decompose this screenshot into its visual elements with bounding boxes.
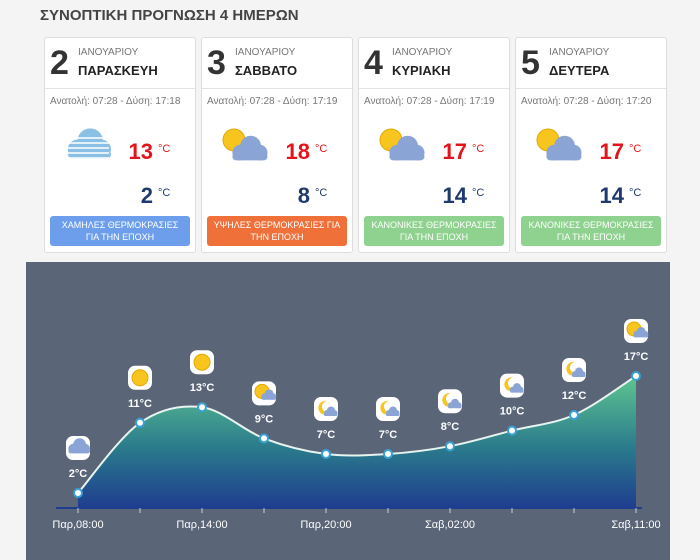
low-temp: 14 — [442, 183, 467, 208]
sun-times: Ανατολή: 07:28 - Δύση: 17:19 — [364, 96, 495, 107]
low-temp: 2 — [140, 183, 153, 208]
point-icon — [66, 436, 90, 460]
x-tick-label: Παρ,20:00 — [300, 519, 351, 531]
value-label: 7°C — [379, 429, 398, 441]
day-number: 4 — [364, 44, 383, 82]
unit: °C — [629, 187, 642, 199]
weekday: ΠΑΡΑΣΚΕΥΗ — [78, 63, 158, 78]
unit: °C — [629, 143, 642, 155]
point-icon — [376, 397, 400, 421]
title: ΣΥΝΟΠΤΙΚΗ ΠΡΟΓΝΩΣΗ 4 ΗΜΕΡΩΝ — [40, 7, 299, 24]
season-note: ΚΑΝΟΝΙΚΕΣ ΘΕΡΜΟΚΡΑΣΙΕΣ ΓΙΑ ΤΗΝ ΕΠΟΧΗ — [521, 216, 661, 246]
value-label: 12°C — [562, 390, 587, 402]
point-icon — [438, 389, 462, 414]
high-temp: 17 — [599, 139, 624, 164]
month: ΙΑΝΟΥΑΡΙΟΥ — [78, 47, 139, 58]
divider — [359, 88, 509, 89]
point — [135, 417, 145, 428]
value-label: 9°C — [255, 413, 274, 425]
point-icon — [500, 373, 524, 398]
month: ΙΑΝΟΥΑΡΙΟΥ — [549, 47, 610, 58]
day-card: 5 ΙΑΝΟΥΑΡΙΟΥ ΔΕΥΤΕΡΑ Ανατολή: 07:28 - Δύση:… — [515, 37, 667, 253]
point — [383, 449, 393, 459]
day-number: 2 — [50, 44, 69, 82]
x-tick-label: Παρ,14:00 — [176, 519, 227, 531]
month: ΙΑΝΟΥΑΡΙΟΥ — [235, 47, 296, 58]
value-label: 13°C — [190, 382, 215, 394]
value-label: 11°C — [128, 398, 152, 410]
point — [445, 441, 455, 452]
weather-icon-svg — [536, 128, 582, 161]
point — [321, 449, 331, 459]
point-icon — [314, 397, 338, 421]
x-tick-label: Σαβ,11:00 — [611, 519, 660, 531]
point-icon — [128, 365, 152, 390]
divider — [202, 88, 352, 89]
unit: °C — [158, 187, 171, 199]
sun-times: Ανατολή: 07:28 - Δύση: 17:20 — [521, 96, 652, 107]
unit: °C — [472, 143, 485, 155]
weather-icon-svg — [379, 128, 425, 161]
value-label: 17°C — [624, 351, 649, 363]
weekday: ΔΕΥΤΕΡΑ — [549, 63, 610, 78]
point-icon — [562, 358, 586, 382]
weather-icon — [528, 126, 588, 171]
point — [197, 402, 207, 413]
point-icon — [624, 319, 649, 343]
weather-icon — [214, 126, 274, 171]
value-label: 8°C — [441, 421, 460, 433]
day-card: 4 ΙΑΝΟΥΑΡΙΟΥ ΚΥΡΙΑΚΗ Ανατολή: 07:28 - Δύση:… — [358, 37, 510, 253]
point-icon — [252, 381, 277, 406]
x-tick-label: Σαβ,02:00 — [425, 519, 475, 531]
sun-times: Ανατολή: 07:28 - Δύση: 17:18 — [50, 96, 181, 107]
sun-times: Ανατολή: 07:28 - Δύση: 17:19 — [207, 96, 338, 107]
weekday: ΚΥΡΙΑΚΗ — [392, 63, 451, 78]
divider — [45, 88, 195, 89]
weather-icon — [371, 126, 431, 171]
weather-icon-svg — [65, 128, 111, 159]
month: ΙΑΝΟΥΑΡΙΟΥ — [392, 47, 453, 58]
value-label: 7°C — [317, 429, 336, 441]
unit: °C — [158, 143, 171, 155]
point — [631, 371, 641, 381]
season-note: ΚΑΝΟΝΙΚΕΣ ΘΕΡΜΟΚΡΑΣΙΕΣ ΓΙΑ ΤΗΝ ΕΠΟΧΗ — [364, 216, 504, 246]
unit: °C — [315, 143, 328, 155]
day-card: 3 ΙΑΝΟΥΑΡΙΟΥ ΣΑΒΒΑΤΟ Ανατολή: 07:28 - Δύση:… — [201, 37, 353, 253]
area — [78, 376, 636, 508]
day-card: 2 ΙΑΝΟΥΑΡΙΟΥ ΠΑΡΑΣΚΕΥΗ Ανατολή: 07:28 - Δύσ… — [44, 37, 196, 253]
value-label: 2°C — [69, 468, 88, 480]
unit: °C — [472, 187, 485, 199]
day-number: 5 — [521, 44, 540, 82]
day-number: 3 — [207, 44, 226, 82]
chart: Παρ,08:00 2°C 11°C Παρ,14:00 13°C 9°C Παρ,20:0… — [26, 262, 670, 560]
point — [259, 433, 269, 444]
season-note: ΧΑΜΗΛΕΣ ΘΕΡΜΟΚΡΑΣΙΕΣ ΓΙΑ ΤΗΝ ΕΠΟΧΗ — [50, 216, 190, 246]
point — [73, 488, 83, 498]
point-icon — [190, 350, 214, 375]
chart-background — [26, 262, 670, 560]
low-temp: 14 — [599, 183, 624, 208]
low-temp: 8 — [297, 183, 310, 208]
unit: °C — [315, 187, 328, 199]
high-temp: 13 — [128, 139, 153, 164]
x-tick-label: Παρ,08:00 — [52, 519, 103, 531]
value-label: 10°C — [500, 406, 525, 418]
divider — [516, 88, 666, 89]
weekday: ΣΑΒΒΑΤΟ — [235, 63, 298, 78]
point — [569, 410, 579, 420]
weather-icon-svg — [222, 128, 268, 161]
point — [507, 425, 517, 436]
season-note: ΥΨΗΛΕΣ ΘΕΡΜΟΚΡΑΣΙΕΣ ΓΙΑ ΤΗΝ ΕΠΟΧΗ — [207, 216, 347, 246]
high-temp: 18 — [285, 139, 310, 164]
line — [77, 375, 637, 494]
weather-icon — [57, 126, 117, 171]
high-temp: 17 — [442, 139, 467, 164]
